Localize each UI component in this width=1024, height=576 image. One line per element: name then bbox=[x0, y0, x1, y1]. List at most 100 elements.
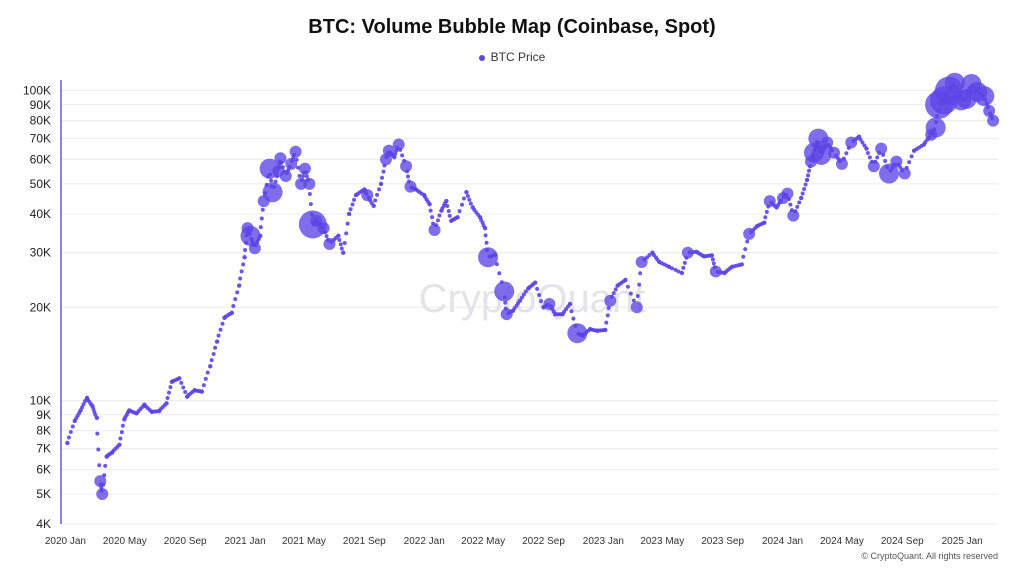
data-point-trail bbox=[681, 265, 686, 270]
data-point bbox=[164, 401, 169, 406]
x-tick-label: 2021 May bbox=[282, 536, 326, 547]
y-tick-label: 6K bbox=[36, 462, 51, 476]
data-point bbox=[236, 283, 242, 288]
data-point bbox=[413, 187, 419, 192]
data-point bbox=[117, 442, 122, 448]
data-point bbox=[879, 163, 900, 184]
data-point bbox=[763, 195, 776, 208]
data-point-trail bbox=[213, 345, 218, 350]
legend-label-btc-price: BTC Price bbox=[490, 50, 546, 64]
data-point-trail bbox=[800, 191, 805, 196]
data-point-trail bbox=[539, 299, 544, 304]
chart-title: BTC: Volume Bubble Map (Coinbase, Spot) bbox=[308, 16, 716, 38]
data-point-trail bbox=[503, 300, 508, 305]
data-point bbox=[553, 311, 558, 317]
data-point-trail bbox=[166, 390, 171, 395]
y-tick-label: 40K bbox=[30, 207, 51, 221]
y-tick-label: 50K bbox=[30, 177, 51, 191]
data-point-trail bbox=[233, 297, 238, 302]
data-point bbox=[127, 408, 132, 413]
data-point-trail bbox=[647, 253, 652, 258]
data-point-trail bbox=[269, 178, 274, 183]
data-point bbox=[449, 218, 454, 224]
data-point bbox=[404, 180, 417, 193]
data-point bbox=[630, 301, 643, 314]
data-point-trail bbox=[483, 233, 488, 238]
y-tick-label: 7K bbox=[36, 442, 51, 456]
data-point-trail bbox=[241, 262, 246, 267]
data-point bbox=[987, 114, 1000, 127]
data-point-trail bbox=[205, 370, 210, 375]
data-point bbox=[604, 294, 617, 307]
data-point bbox=[781, 187, 794, 200]
data-point bbox=[298, 162, 311, 175]
data-point bbox=[623, 277, 628, 283]
data-point bbox=[346, 211, 352, 217]
data-point bbox=[543, 297, 556, 310]
data-point bbox=[615, 283, 620, 288]
data-point-trail bbox=[521, 292, 526, 297]
data-point bbox=[444, 198, 449, 204]
data-point bbox=[65, 440, 70, 446]
x-tick-label: 2023 May bbox=[640, 536, 684, 547]
data-point-trail bbox=[484, 240, 489, 245]
x-tick-label: 2024 Jan bbox=[762, 536, 803, 547]
data-point-trail bbox=[637, 282, 642, 287]
data-point bbox=[635, 255, 648, 268]
data-point bbox=[867, 160, 880, 173]
data-point bbox=[214, 339, 220, 344]
data-point bbox=[104, 454, 109, 459]
data-point-trail bbox=[537, 293, 542, 298]
data-point-trail bbox=[447, 213, 452, 218]
data-point-trail bbox=[375, 192, 380, 197]
data-point bbox=[835, 157, 848, 170]
data-point-trail bbox=[606, 306, 611, 311]
data-point-trail bbox=[307, 192, 312, 197]
data-point-trail bbox=[764, 209, 769, 214]
x-tick-label: 2023 Jan bbox=[583, 536, 624, 547]
data-point bbox=[492, 252, 498, 258]
copyright: © CryptoQuant. All rights reserved bbox=[861, 551, 998, 561]
data-point-trail bbox=[324, 234, 329, 239]
data-point-trail bbox=[628, 291, 633, 296]
data-point bbox=[169, 379, 175, 384]
data-point bbox=[208, 364, 213, 369]
data-point bbox=[428, 224, 441, 237]
data-point-trail bbox=[348, 207, 353, 212]
data-points bbox=[65, 72, 1000, 500]
data-point-trail bbox=[168, 385, 173, 390]
data-point-trail bbox=[342, 241, 347, 246]
data-point bbox=[279, 170, 292, 183]
legend[interactable]: BTC Price bbox=[0, 50, 1024, 64]
data-point-trail bbox=[867, 155, 872, 160]
data-point-trail bbox=[743, 247, 748, 252]
data-point bbox=[455, 215, 460, 220]
data-point bbox=[754, 224, 760, 229]
data-point bbox=[911, 148, 917, 153]
data-point-trail bbox=[788, 202, 793, 207]
x-tick-label: 2025 Jan bbox=[942, 536, 983, 547]
data-point bbox=[192, 388, 197, 393]
data-point-trail bbox=[625, 284, 630, 289]
data-point-trail bbox=[803, 182, 808, 187]
data-point bbox=[422, 192, 427, 198]
data-point-trail bbox=[519, 295, 524, 300]
data-point bbox=[983, 104, 996, 117]
data-point bbox=[729, 264, 735, 270]
data-point bbox=[289, 145, 302, 158]
y-tick-label: 9K bbox=[36, 408, 51, 422]
data-point-trail bbox=[81, 402, 86, 407]
data-point-trail bbox=[467, 197, 472, 202]
data-point bbox=[864, 146, 869, 151]
data-point bbox=[828, 146, 841, 159]
data-point bbox=[890, 155, 903, 168]
data-point bbox=[400, 160, 413, 173]
data-point-trail bbox=[96, 447, 101, 452]
data-point-trail bbox=[179, 380, 184, 385]
data-point bbox=[222, 315, 227, 320]
data-point-trail bbox=[860, 140, 865, 145]
y-tick-label: 4K bbox=[36, 517, 51, 531]
data-point bbox=[739, 262, 744, 267]
x-tick-label: 2022 May bbox=[461, 536, 505, 547]
